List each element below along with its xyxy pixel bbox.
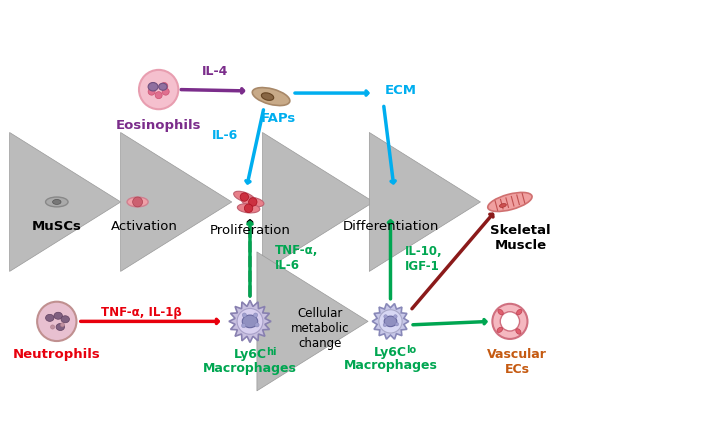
Ellipse shape	[497, 327, 503, 333]
Text: Skeletal
Muscle: Skeletal Muscle	[490, 225, 551, 252]
Text: TNF-α,
IL-6: TNF-α, IL-6	[275, 244, 318, 272]
Circle shape	[37, 302, 76, 341]
Polygon shape	[229, 300, 271, 343]
Text: lo: lo	[406, 345, 416, 355]
Polygon shape	[372, 304, 409, 339]
Text: Vascular
ECs: Vascular ECs	[487, 348, 547, 376]
Text: FAPs: FAPs	[261, 112, 296, 125]
Circle shape	[249, 198, 257, 206]
Ellipse shape	[499, 203, 506, 207]
Circle shape	[155, 92, 162, 98]
Ellipse shape	[148, 83, 158, 91]
Circle shape	[383, 323, 387, 327]
Text: Differentiation: Differentiation	[342, 219, 439, 232]
Text: Neutrophils: Neutrophils	[13, 348, 101, 361]
Circle shape	[244, 204, 253, 213]
Text: Proliferation: Proliferation	[210, 225, 290, 238]
Circle shape	[379, 310, 402, 333]
Ellipse shape	[52, 200, 61, 204]
Ellipse shape	[241, 197, 264, 207]
Text: IL-4: IL-4	[202, 66, 228, 79]
Ellipse shape	[242, 315, 258, 328]
Ellipse shape	[488, 192, 532, 212]
Text: IL-10,
IGF-1: IL-10, IGF-1	[404, 245, 442, 273]
Ellipse shape	[252, 88, 290, 105]
Circle shape	[132, 197, 142, 207]
Ellipse shape	[45, 314, 54, 321]
Text: Activation: Activation	[111, 219, 178, 232]
Circle shape	[60, 323, 64, 327]
Circle shape	[149, 83, 156, 89]
Circle shape	[501, 312, 520, 331]
Circle shape	[240, 193, 249, 201]
Text: Cellular
metabolic
change: Cellular metabolic change	[291, 307, 350, 350]
Circle shape	[394, 314, 397, 318]
Ellipse shape	[517, 309, 522, 315]
Circle shape	[242, 313, 246, 317]
Text: Macrophages: Macrophages	[203, 362, 297, 375]
Circle shape	[241, 324, 246, 328]
Ellipse shape	[127, 197, 148, 207]
Ellipse shape	[61, 316, 69, 323]
Ellipse shape	[56, 324, 64, 330]
Text: Ly6C: Ly6C	[234, 348, 266, 361]
Ellipse shape	[45, 197, 68, 207]
Circle shape	[395, 322, 399, 326]
Text: IL-6: IL-6	[212, 129, 239, 142]
Ellipse shape	[498, 309, 503, 315]
Text: MuSCs: MuSCs	[32, 219, 81, 232]
Circle shape	[253, 313, 258, 317]
Text: hi: hi	[266, 346, 277, 357]
Ellipse shape	[159, 83, 167, 90]
Text: ECM: ECM	[385, 84, 417, 98]
Ellipse shape	[261, 93, 274, 100]
Circle shape	[384, 314, 387, 318]
Circle shape	[148, 88, 155, 95]
Text: Ly6C: Ly6C	[374, 346, 407, 359]
Circle shape	[492, 304, 527, 339]
Text: Eosinophils: Eosinophils	[116, 119, 201, 132]
Circle shape	[161, 83, 168, 89]
Ellipse shape	[516, 329, 521, 334]
Circle shape	[255, 323, 259, 327]
Text: TNF-α, IL-1β: TNF-α, IL-1β	[101, 306, 181, 319]
Circle shape	[50, 325, 55, 329]
Ellipse shape	[237, 203, 260, 213]
Text: Macrophages: Macrophages	[343, 359, 438, 372]
Circle shape	[162, 88, 169, 95]
Ellipse shape	[234, 191, 255, 203]
Circle shape	[139, 70, 178, 109]
Ellipse shape	[384, 316, 396, 327]
Ellipse shape	[54, 312, 62, 319]
Circle shape	[237, 308, 263, 334]
